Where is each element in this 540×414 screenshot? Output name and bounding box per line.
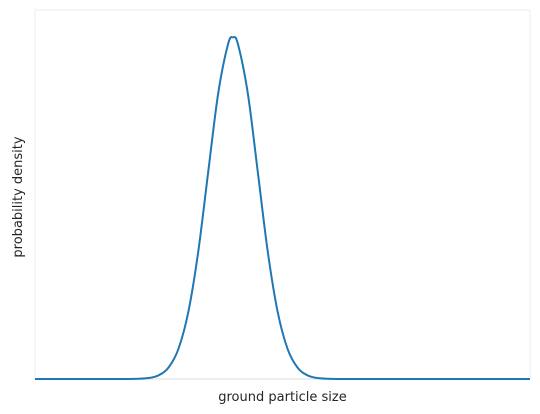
series-layer [34, 36, 530, 381]
y-axis-label: probability density [11, 136, 26, 257]
plot-area-frame [34, 9, 531, 380]
x-axis-label: ground particle size [218, 390, 347, 405]
density-curve-line-0 [34, 36, 530, 381]
